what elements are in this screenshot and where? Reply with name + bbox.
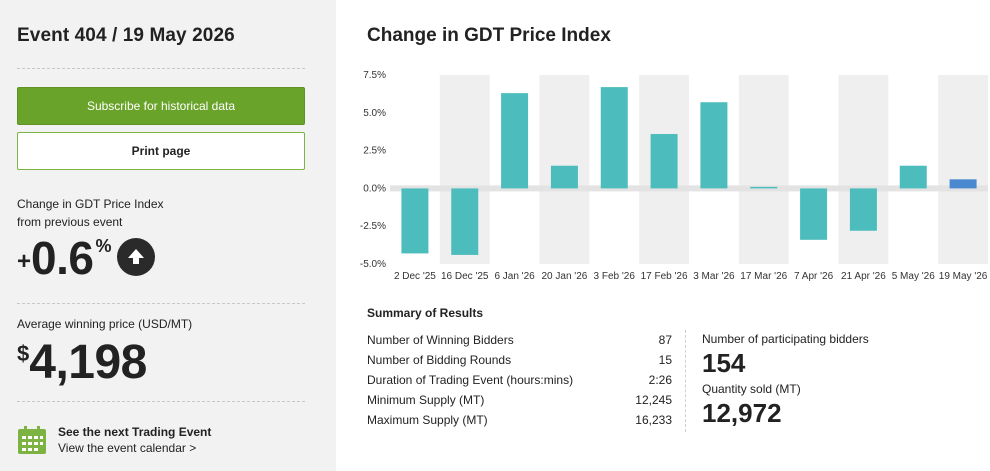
participants-value: 154 (702, 348, 746, 378)
summary-row: Maximum Supply (MT) 16,233 (367, 410, 672, 430)
chart-bar (451, 188, 479, 255)
price-index-change: + 0.6 % (17, 230, 156, 286)
subscribe-button[interactable]: Subscribe for historical data (17, 87, 305, 125)
summary-row-label: Maximum Supply (MT) (367, 413, 488, 427)
quantity-label: Quantity sold (MT) (702, 382, 801, 396)
summary-row-value: 2:26 (648, 373, 672, 387)
calendar-icon (18, 426, 46, 454)
summary-row-value: 16,233 (635, 413, 672, 427)
chart-bar (401, 188, 429, 254)
divider (17, 303, 305, 304)
summary-row-label: Number of Bidding Rounds (367, 353, 512, 367)
x-tick-label: 20 Jan '26 (541, 271, 587, 282)
event-calendar-link[interactable]: View the event calendar > (58, 441, 197, 455)
x-tick-label: 3 Feb '26 (594, 271, 636, 282)
x-tick-label: 17 Mar '26 (740, 271, 787, 282)
chart-band (738, 75, 789, 264)
price-value: 4,198 (29, 336, 147, 389)
chart-bar (650, 133, 678, 189)
quantity-value: 12,972 (702, 398, 782, 428)
participants-label: Number of participating bidders (702, 332, 869, 346)
next-event-row[interactable]: See the next Trading Event View the even… (17, 424, 211, 456)
chart-bar (849, 188, 877, 231)
chart-band (838, 75, 889, 264)
change-sign: + (17, 248, 32, 275)
zero-line (390, 185, 988, 192)
x-tick-label: 21 Apr '26 (841, 271, 886, 282)
chart-bar (501, 93, 529, 189)
summary-row-value: 15 (658, 353, 672, 367)
sidebar: Event 404 / 19 May 2026 Subscribe for hi… (0, 0, 336, 471)
x-tick-label: 19 May '26 (939, 271, 988, 282)
price-index-chart: 7.5% 5.0% 2.5% 0.0% -2.5% -5.0% 2 Dec '25 16 De… (360, 70, 988, 282)
chart-bar (949, 179, 977, 189)
arrow-up-circle-icon (117, 238, 156, 276)
chart-bar (700, 102, 728, 189)
chart-band (938, 75, 988, 264)
y-tick-label: 5.0% (363, 108, 386, 119)
chart-bar (600, 87, 628, 189)
divider (17, 401, 305, 402)
chart-bar (899, 165, 927, 189)
y-tick-label: 0.0% (363, 183, 386, 194)
change-label-line2: from previous event (17, 215, 123, 229)
summary-row-value: 87 (658, 333, 672, 347)
y-tick-label: 7.5% (363, 70, 386, 81)
summary-row: Duration of Trading Event (hours:mins) 2:… (367, 370, 672, 390)
x-tick-label: 16 Dec '25 (441, 271, 489, 282)
average-price: $ 4,198 (17, 335, 147, 391)
event-title: Event 404 / 19 May 2026 (17, 25, 235, 46)
x-tick-label: 5 May '26 (892, 271, 935, 282)
summary-row: Number of Winning Bidders 87 (367, 330, 672, 350)
print-page-button[interactable]: Print page (17, 132, 305, 170)
change-value: 0.6 (31, 232, 94, 284)
x-tick-label: 3 Mar '26 (693, 271, 735, 282)
summary-row: Number of Bidding Rounds 15 (367, 350, 672, 370)
y-tick-label: 2.5% (363, 146, 386, 157)
summary-row: Minimum Supply (MT) 12,245 (367, 390, 672, 410)
y-tick-label: -5.0% (360, 259, 386, 270)
summary-title: Summary of Results (367, 306, 484, 320)
summary-divider (685, 330, 686, 432)
x-tick-label: 2 Dec '25 (394, 271, 436, 282)
divider (17, 68, 305, 69)
change-label-line1: Change in GDT Price Index (17, 197, 164, 211)
summary-row-label: Duration of Trading Event (hours:mins) (367, 373, 574, 387)
summary-row-label: Number of Winning Bidders (367, 333, 514, 347)
chart-title: Change in GDT Price Index (367, 25, 611, 46)
chart-bar (550, 165, 578, 189)
x-tick-label: 7 Apr '26 (794, 271, 834, 282)
summary-row-label: Minimum Supply (MT) (367, 393, 485, 407)
change-unit: % (95, 236, 112, 256)
y-tick-label: -2.5% (360, 221, 386, 232)
summary-row-value: 12,245 (635, 393, 672, 407)
x-tick-label: 17 Feb '26 (641, 271, 688, 282)
summary-stats: Number of participating bidders 154 Quan… (702, 331, 869, 429)
x-tick-label: 6 Jan '26 (494, 271, 535, 282)
price-label: Average winning price (USD/MT) (17, 317, 193, 331)
chart-bar (750, 186, 778, 189)
next-event-title: See the next Trading Event (58, 425, 212, 439)
price-currency: $ (17, 341, 30, 366)
summary-table: Number of Winning Bidders 87 Number of Bid… (367, 330, 672, 430)
chart-bar (800, 188, 828, 240)
